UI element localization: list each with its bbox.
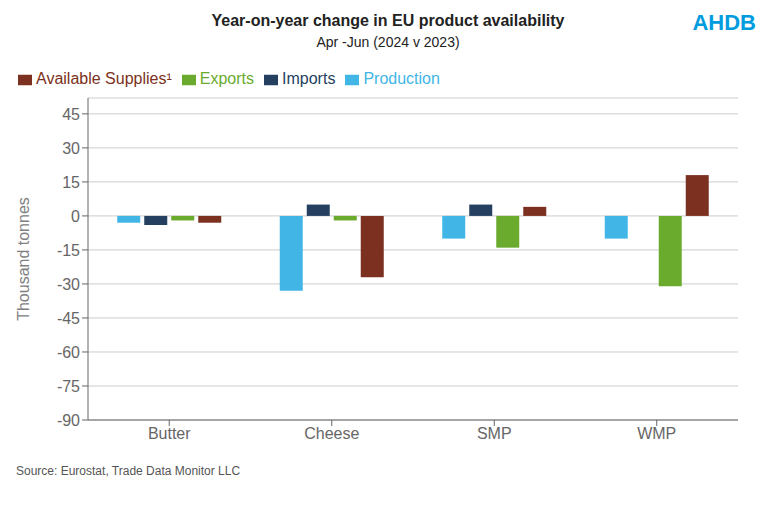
html-text:Imports: Imports [282, 70, 336, 87]
svg-text:Butter: Butter [148, 425, 191, 442]
html-text:AHDB: AHDB [692, 10, 756, 35]
svg-text:-60: -60 [57, 344, 80, 361]
svg-text:-15: -15 [57, 242, 80, 259]
svg-text:-45: -45 [57, 310, 80, 327]
html-text:Available Supplies¹: Available Supplies¹ [36, 70, 172, 87]
svg-text:15: 15 [62, 174, 80, 191]
svg-text:SMP: SMP [477, 425, 512, 442]
svg-text:WMP: WMP [637, 425, 676, 442]
svg-text:-90: -90 [57, 412, 80, 429]
html-text:Source: Eurostat, Trade Data M: Source: Eurostat, Trade Data Monitor LLC [16, 464, 241, 478]
svg-text:Thousand tonnes: Thousand tonnes [15, 197, 32, 321]
html-text:Production: Production [363, 70, 440, 87]
svg-text:-30: -30 [57, 276, 80, 293]
svg-text:Cheese: Cheese [304, 425, 359, 442]
html-text:Apr -Jun (2024 v 2023): Apr -Jun (2024 v 2023) [316, 34, 460, 50]
html-text:Year-on-year change in EU prod: Year-on-year change in EU product availa… [211, 12, 565, 29]
html-text:Exports: Exports [199, 70, 254, 87]
svg-text:0: 0 [71, 208, 80, 225]
svg-text:-75: -75 [57, 378, 80, 395]
svg-text:30: 30 [62, 140, 80, 157]
svg-text:45: 45 [62, 106, 80, 123]
